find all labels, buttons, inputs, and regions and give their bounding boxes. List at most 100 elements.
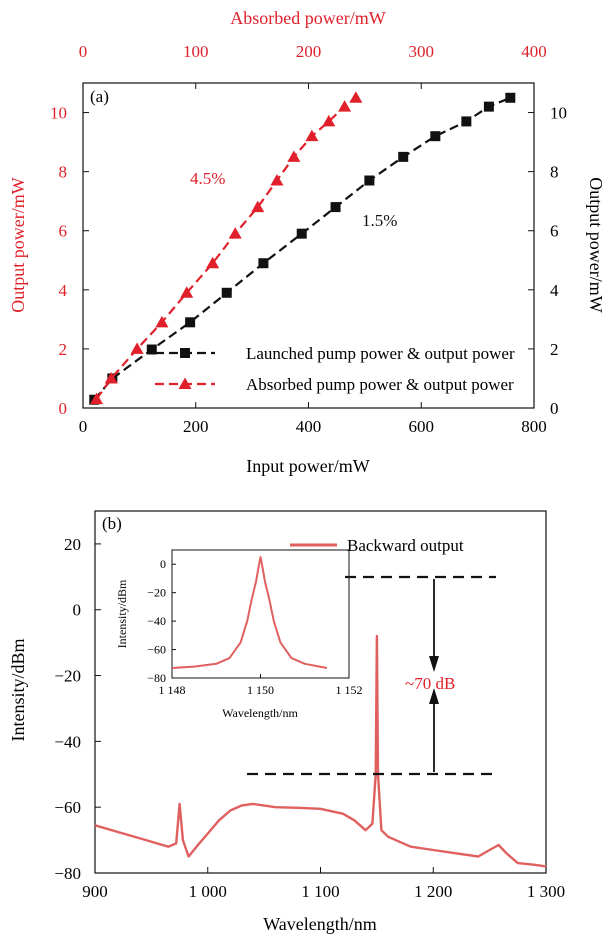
- legend-absorbed-marker: [178, 377, 192, 389]
- panel-a-label: (a): [90, 87, 109, 106]
- data-point-launched: [296, 228, 307, 239]
- b-y-tick-label: 20: [64, 535, 81, 554]
- a-left-tick-label: 2: [59, 340, 68, 359]
- a-bottom-tick-label: 200: [183, 417, 209, 436]
- a-top-tick-label: 200: [296, 42, 322, 61]
- panel-a-bottom-axis-title: Input power/mW: [246, 456, 369, 476]
- a-bottom-tick-label: 800: [521, 417, 547, 436]
- b-y-tick-label: −20: [54, 667, 81, 686]
- panel-b-x-axis-title: Wavelength/nm: [263, 914, 377, 934]
- data-point-launched: [221, 287, 232, 298]
- legend-backward-output-label: Backward output: [347, 536, 464, 555]
- panel-a-top-axis-title: Absorbed power/mW: [230, 8, 385, 28]
- data-point-absorbed: [180, 286, 194, 298]
- data-point-launched: [461, 116, 472, 127]
- data-point-absorbed: [90, 392, 104, 405]
- up-arrow-head: [429, 688, 439, 704]
- b-y-tick-label: −80: [54, 864, 81, 883]
- annotation-1-5-percent: 1.5%: [362, 211, 397, 230]
- inset-y-tick-label: 0: [160, 557, 166, 571]
- data-point-absorbed: [251, 200, 265, 213]
- a-right-tick-label: 8: [550, 163, 559, 182]
- data-point-launched: [330, 202, 341, 213]
- b-x-tick-label: 1 000: [189, 882, 227, 901]
- a-right-tick-label: 2: [550, 340, 559, 359]
- data-point-absorbed: [206, 256, 220, 269]
- a-right-tick-label: 10: [550, 104, 567, 123]
- panel-a-legend: Launched pump power & output power Absor…: [155, 344, 515, 394]
- data-point-launched: [185, 317, 196, 328]
- inset-spectrum-line: [171, 556, 328, 669]
- a-bottom-tick-label: 400: [296, 417, 322, 436]
- panel-b-label: (b): [102, 514, 122, 533]
- data-point-absorbed: [130, 342, 144, 354]
- dynamic-range-indicator: ~70 dB: [247, 575, 496, 776]
- a-top-tick-label: 300: [409, 42, 435, 61]
- inset-x-tick-label: 1 148: [159, 683, 186, 697]
- panel-a: (a) Absorbed power/mW Input power/mW Out…: [8, 8, 606, 476]
- b-x-tick-label: 1 300: [527, 882, 565, 901]
- inset-x-axis-title: Wavelength/nm: [222, 706, 298, 720]
- a-left-tick-label: 10: [50, 104, 67, 123]
- b-x-tick-label: 900: [82, 882, 108, 901]
- legend-launched-marker: [180, 348, 190, 358]
- data-point-launched: [398, 151, 409, 162]
- a-left-tick-label: 8: [59, 163, 68, 182]
- inset-ticks: 1 148 1 150 1 152 0 −20 −40 −60 −80: [147, 557, 362, 697]
- inset-plot-frame: [171, 549, 350, 679]
- a-left-tick-label: 6: [59, 222, 68, 241]
- a-right-tick-label: 0: [550, 399, 559, 418]
- a-right-tick-label: 6: [550, 222, 559, 241]
- panel-b-ticks: 900 1 000 1 100 1 200 1 300 20 0 −20 −40 −60 −80: [54, 535, 565, 901]
- data-point-absorbed: [322, 114, 336, 127]
- panel-a-right-axis-title: Output power/mW: [586, 177, 606, 312]
- inset-series: [171, 556, 328, 669]
- a-left-tick-label: 0: [59, 399, 68, 418]
- data-point-absorbed: [287, 150, 301, 162]
- series-line-launched: [93, 96, 511, 401]
- inset-y-tick-label: −80: [147, 671, 166, 685]
- b-y-tick-label: −60: [54, 798, 81, 817]
- a-top-tick-label: 400: [521, 42, 547, 61]
- data-point-launched: [146, 344, 157, 355]
- data-point-launched: [483, 101, 494, 112]
- data-point-absorbed: [305, 129, 319, 142]
- panel-a-left-axis-title: Output power/mW: [8, 177, 28, 312]
- data-point-absorbed: [270, 174, 284, 186]
- a-top-tick-label: 0: [79, 42, 88, 61]
- a-left-tick-label: 4: [59, 281, 68, 300]
- legend-absorbed-label: Absorbed pump power & output power: [246, 375, 514, 394]
- inset-y-axis-title: Intensity/dBm: [115, 579, 129, 648]
- inset-y-tick-label: −60: [147, 643, 166, 657]
- b-y-tick-label: −40: [54, 732, 81, 751]
- spectrum-line-backward-output: [94, 634, 547, 868]
- inset-chart: 1 148 1 150 1 152 0 −20 −40 −60 −80 Wavelength/…: [115, 549, 363, 720]
- data-point-launched: [364, 175, 375, 186]
- data-point-absorbed: [338, 100, 352, 112]
- a-bottom-tick-label: 600: [409, 417, 435, 436]
- panel-a-series: [89, 91, 516, 405]
- data-point-absorbed: [349, 91, 363, 103]
- inset-y-tick-label: −20: [147, 586, 166, 600]
- a-bottom-tick-label: 0: [79, 417, 88, 436]
- data-point-launched: [258, 258, 269, 269]
- legend-launched-label: Launched pump power & output power: [246, 344, 515, 363]
- inset-x-tick-label: 1 150: [247, 683, 274, 697]
- data-point-launched: [505, 92, 516, 103]
- b-x-tick-label: 1 100: [301, 882, 339, 901]
- panel-b: (b) Wavelength/nm Intensity/dBm 900 1 000…: [8, 510, 565, 934]
- a-top-tick-label: 100: [183, 42, 209, 61]
- data-point-absorbed: [228, 227, 242, 239]
- data-point-launched: [430, 131, 441, 142]
- a-right-tick-label: 4: [550, 281, 559, 300]
- b-x-tick-label: 1 200: [414, 882, 452, 901]
- panel-b-series: [94, 634, 547, 868]
- data-point-absorbed: [155, 315, 169, 328]
- panel-b-y-axis-title: Intensity/dBm: [8, 639, 28, 742]
- panel-b-legend: Backward output: [290, 536, 464, 555]
- dynamic-range-label: ~70 dB: [405, 674, 455, 693]
- inset-x-tick-label: 1 152: [336, 683, 363, 697]
- annotation-4-5-percent: 4.5%: [190, 169, 225, 188]
